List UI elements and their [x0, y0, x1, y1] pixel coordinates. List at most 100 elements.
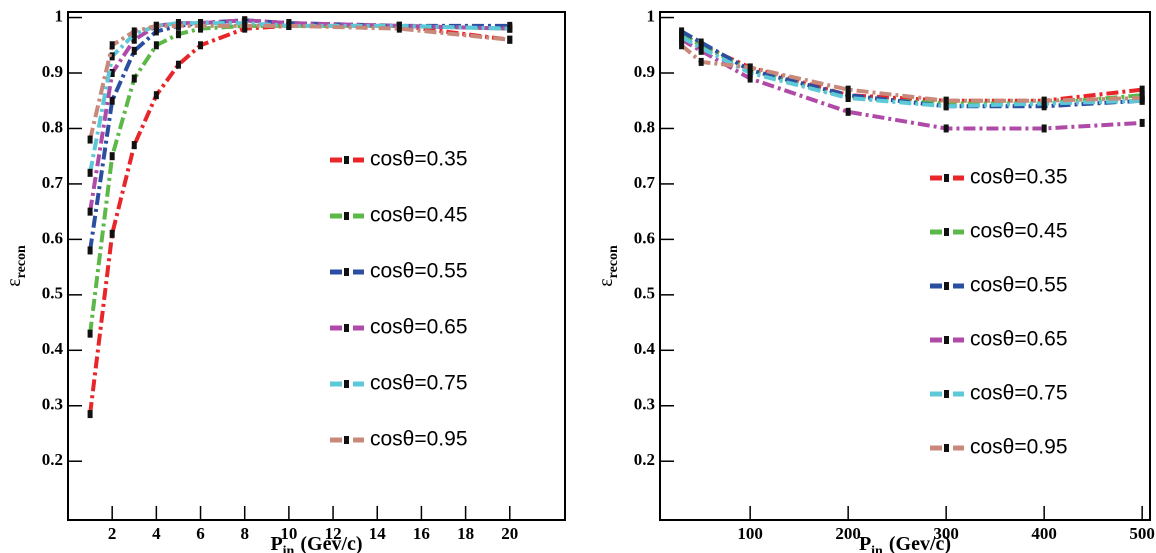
legend-marker	[944, 444, 949, 452]
y-label-main: ε	[595, 278, 617, 286]
data-point	[131, 27, 137, 36]
data-point	[747, 74, 753, 83]
y-tick-label: 0.2	[42, 450, 63, 469]
x-tick-label: 12	[325, 524, 342, 543]
data-point	[698, 38, 704, 47]
legend-label: cosθ=0.65	[970, 328, 1068, 351]
data-point	[845, 85, 851, 94]
legend-marker	[344, 268, 349, 276]
data-point	[242, 21, 248, 30]
data-point	[943, 96, 949, 105]
data-point	[87, 410, 93, 419]
data-point	[698, 57, 704, 66]
data-point	[507, 24, 513, 33]
y-tick-label: 0.3	[634, 395, 655, 414]
data-point	[87, 329, 93, 338]
legend-label: cosθ=0.95	[970, 436, 1068, 459]
data-point	[131, 141, 137, 150]
x-label-sub: in	[871, 544, 883, 553]
data-point	[1139, 85, 1145, 94]
data-point	[175, 21, 181, 30]
data-point	[131, 35, 137, 44]
y-tick-label: 0.5	[42, 284, 63, 303]
x-tick-label: 100	[737, 524, 763, 543]
legend-marker	[944, 336, 949, 344]
series-line	[88, 23, 510, 141]
data-point	[845, 93, 851, 102]
data-point	[109, 152, 115, 161]
data-point	[1041, 96, 1047, 105]
legend-label: cosθ=0.55	[970, 274, 1068, 297]
data-point	[507, 35, 513, 44]
x-tick-label: 400	[1031, 524, 1057, 543]
data-point	[131, 74, 137, 83]
legend-marker	[344, 156, 349, 164]
data-point	[109, 41, 115, 50]
data-point	[175, 60, 181, 69]
x-label-unit: (Gev/c)	[300, 533, 362, 553]
data-point	[198, 21, 204, 30]
data-point	[1139, 93, 1145, 102]
data-point	[87, 207, 93, 216]
x-label-main: P	[270, 533, 282, 553]
x-tick-label: 8	[240, 524, 249, 543]
x-tick-label: 10	[280, 524, 297, 543]
data-point	[679, 27, 685, 36]
legend-label: cosθ=0.65	[370, 316, 468, 339]
x-tick-label: 200	[835, 524, 861, 543]
data-point	[153, 27, 159, 36]
legend-label: cosθ=0.35	[370, 148, 468, 171]
data-point	[1041, 124, 1047, 133]
data-point	[87, 168, 93, 177]
y-tick-label: 0.8	[42, 117, 63, 136]
data-point	[698, 44, 704, 53]
legend-marker	[944, 228, 949, 236]
legend-label: cosθ=0.45	[970, 220, 1068, 243]
data-point	[679, 32, 685, 41]
data-point	[109, 229, 115, 238]
x-label-unit: (Gev/c)	[889, 533, 951, 553]
y-tick-label: 0.7	[42, 173, 64, 192]
legend-label: cosθ=0.75	[370, 372, 468, 395]
legend-label: cosθ=0.55	[370, 260, 468, 283]
data-point	[153, 91, 159, 100]
y-tick-label: 0.6	[634, 228, 655, 247]
legend-marker	[944, 390, 949, 398]
data-point	[175, 30, 181, 39]
data-point	[747, 69, 753, 78]
y-axis-label: εrecon	[595, 245, 621, 287]
x-label-sub: in	[283, 544, 295, 553]
plot-frame	[67, 11, 566, 521]
series-line	[88, 23, 511, 415]
panel: 0.20.30.40.50.60.70.80.912 4 6 8 10 12 14 16 18 2…	[3, 6, 566, 553]
x-tick-label: 300	[933, 524, 959, 543]
y-tick-label: 0.2	[634, 450, 655, 469]
data-point	[1139, 118, 1145, 127]
data-point	[845, 107, 851, 116]
x-tick-label: 500	[1129, 524, 1155, 543]
y-label-main: ε	[3, 278, 25, 286]
x-axis-label: Pin (Gev/c)	[270, 533, 362, 553]
data-point	[131, 46, 137, 55]
data-point	[109, 96, 115, 105]
legend-label: cosθ=0.95	[370, 428, 468, 451]
data-point	[396, 24, 402, 33]
legend-marker	[944, 282, 949, 290]
x-tick-label: 6	[196, 524, 205, 543]
data-point	[943, 124, 949, 133]
legend-label: cosθ=0.75	[970, 382, 1068, 405]
data-point	[109, 52, 115, 61]
data-point	[153, 21, 159, 30]
legend-label: cosθ=0.35	[970, 166, 1068, 189]
y-label-sub: recon	[606, 245, 621, 278]
y-tick-label: 0.8	[634, 117, 655, 136]
x-tick-label: 18	[457, 524, 474, 543]
y-tick-label: 1	[55, 6, 64, 25]
x-tick-label: 20	[501, 524, 518, 543]
legend-marker	[944, 174, 949, 182]
y-tick-label: 0.4	[42, 339, 64, 358]
legend-label: cosθ=0.45	[370, 204, 468, 227]
y-tick-label: 0.9	[42, 62, 63, 81]
legend-marker	[344, 380, 349, 388]
